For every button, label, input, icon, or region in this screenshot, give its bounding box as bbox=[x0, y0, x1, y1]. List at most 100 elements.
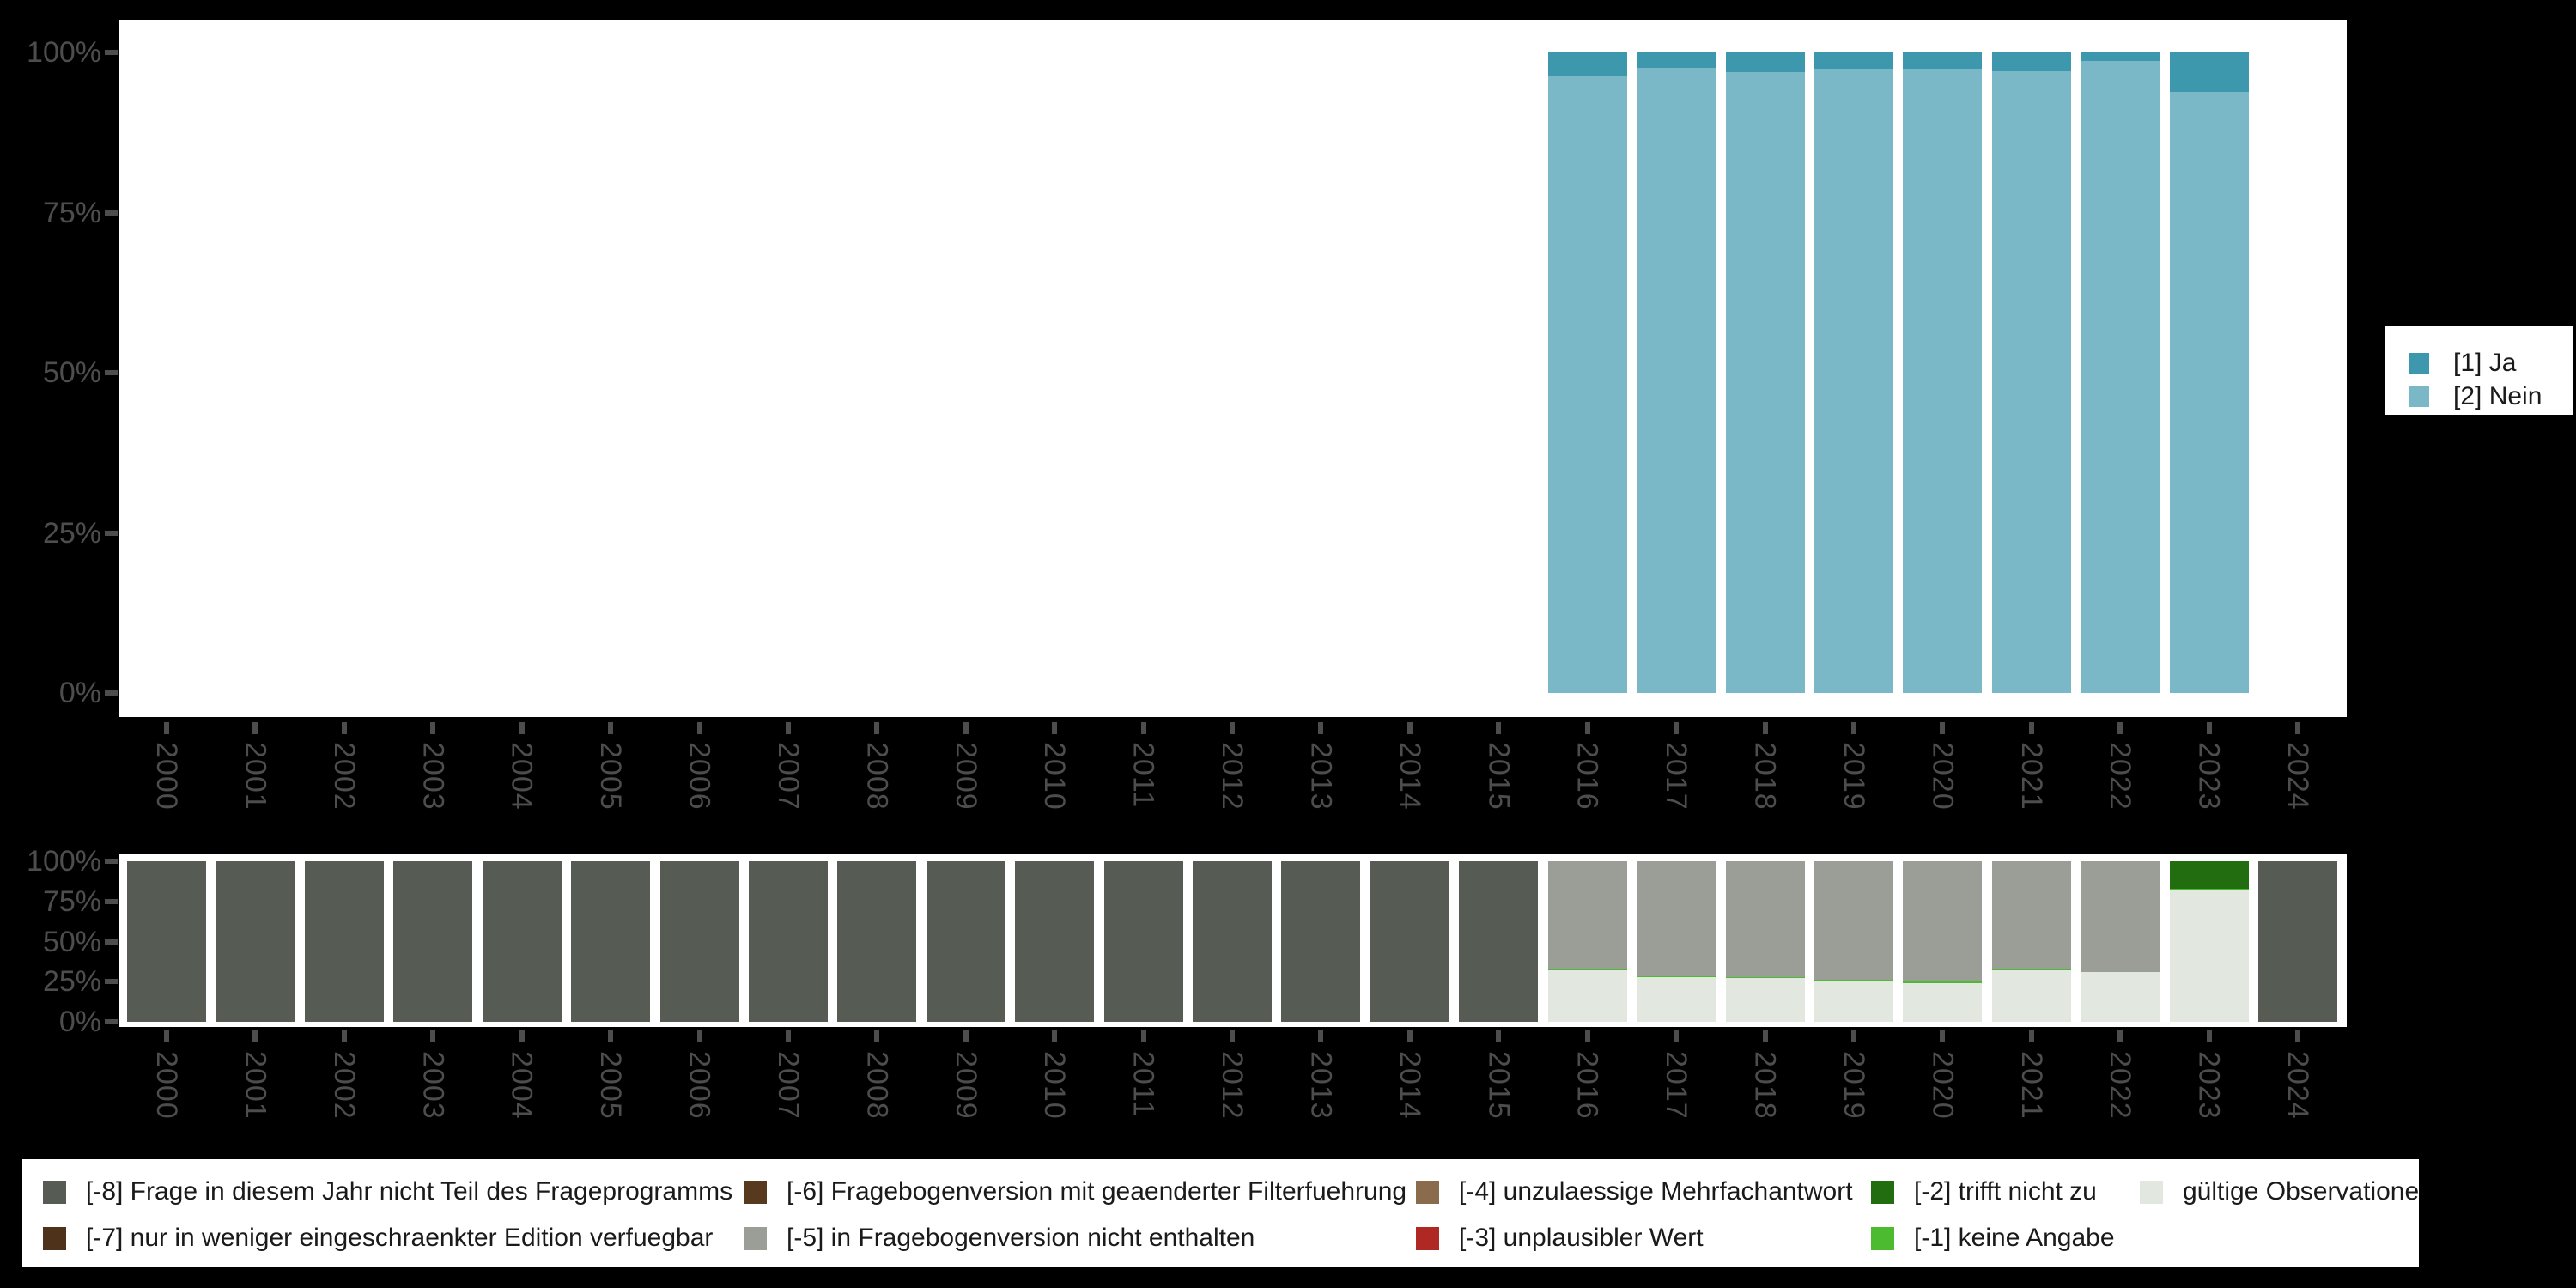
bar-segment bbox=[1015, 861, 1095, 1022]
x-axis-tick-mark bbox=[1584, 722, 1590, 734]
stacked-bar-2024 bbox=[2258, 861, 2338, 1022]
x-axis-tick-mark bbox=[1406, 1030, 1413, 1042]
x-axis-tick-label: 2022 bbox=[2104, 1051, 2137, 1120]
bar-segment bbox=[1547, 970, 1627, 1022]
x-axis-tick-mark bbox=[696, 1030, 702, 1042]
x-axis-tick-label: 2007 bbox=[771, 1051, 805, 1120]
x-axis-tick-label: 2017 bbox=[1660, 1051, 1693, 1120]
y-axis-tick-label: 75% bbox=[42, 884, 101, 918]
missing-legend-item: [-8] Frage in diesem Jahr nicht Teil des… bbox=[43, 1169, 744, 1215]
x-axis-tick-label: 2020 bbox=[1926, 1051, 1959, 1120]
x-axis-tick-mark bbox=[252, 1030, 258, 1042]
bar-segment bbox=[1637, 67, 1716, 693]
bar-segment bbox=[2169, 52, 2249, 92]
missing-legend-item: [-6] Fragebogenversion mit geaenderter F… bbox=[744, 1169, 1416, 1215]
bar-segment bbox=[1814, 52, 1893, 69]
missing-legend-item: gültige Observationen bbox=[2140, 1169, 2419, 1215]
stacked-bar-2013 bbox=[1281, 861, 1361, 1022]
y-axis-tick-mark bbox=[105, 690, 118, 696]
x-axis-tick-mark bbox=[430, 1030, 436, 1042]
x-axis-tick-mark bbox=[696, 722, 702, 734]
x-axis-tick-mark bbox=[2117, 1030, 2123, 1042]
x-axis-tick-label: 2003 bbox=[416, 1051, 450, 1120]
x-axis-tick-label: 2006 bbox=[683, 1051, 716, 1120]
missing-legend-item: [-5] in Fragebogenversion nicht enthalte… bbox=[744, 1215, 1416, 1261]
bar-segment bbox=[1991, 861, 2071, 969]
y-axis-tick-label: 25% bbox=[42, 516, 101, 550]
bar-segment bbox=[1725, 976, 1805, 979]
y-axis-tick-label: 25% bbox=[42, 965, 101, 999]
bar-segment bbox=[1637, 977, 1716, 1022]
x-axis-tick-mark bbox=[2206, 1030, 2212, 1042]
x-axis-tick-mark bbox=[2028, 722, 2034, 734]
x-axis-tick-mark bbox=[785, 1030, 791, 1042]
y-axis-tick-label: 50% bbox=[42, 356, 101, 389]
missing-legend-swatch bbox=[43, 1226, 66, 1250]
x-axis-tick-label: 2004 bbox=[505, 1051, 538, 1120]
missing-legend-swatch bbox=[2140, 1180, 2163, 1204]
x-axis-tick-mark bbox=[341, 722, 347, 734]
x-axis-tick-label: 2023 bbox=[2192, 1051, 2226, 1120]
stacked-bar-2000 bbox=[127, 861, 206, 1022]
bar-segment bbox=[1814, 980, 1893, 981]
x-axis-tick-label: 2019 bbox=[1837, 742, 1870, 811]
x-axis-tick-mark bbox=[785, 722, 791, 734]
bar-segment bbox=[1991, 970, 2071, 1022]
stacked-bar-2001 bbox=[216, 861, 295, 1022]
stacked-bar-2002 bbox=[304, 861, 384, 1022]
x-axis-tick-label: 2000 bbox=[150, 742, 183, 811]
bar-segment bbox=[1903, 861, 1983, 982]
y-axis-tick-label: 0% bbox=[58, 677, 101, 709]
x-axis-tick-label: 2020 bbox=[1926, 742, 1959, 811]
x-axis-tick-label: 2018 bbox=[1748, 742, 1782, 811]
x-axis-tick-mark bbox=[963, 1030, 969, 1042]
y-axis-tick-mark bbox=[105, 210, 118, 216]
bar-segment bbox=[1814, 68, 1893, 693]
x-axis-tick-label: 2011 bbox=[1127, 1051, 1160, 1118]
bar-segment bbox=[304, 861, 384, 1022]
x-axis-tick-mark bbox=[608, 722, 614, 734]
y-axis-tick-label: 100% bbox=[27, 36, 101, 69]
bar-segment bbox=[2081, 861, 2160, 973]
stacked-bar-2020 bbox=[1903, 861, 1983, 1022]
x-axis-tick-label: 2008 bbox=[860, 1051, 894, 1120]
legend-label-nein: [2] Nein bbox=[2453, 382, 2543, 410]
x-axis-tick-label: 2024 bbox=[2281, 1051, 2315, 1120]
x-axis-tick-label: 2016 bbox=[1571, 742, 1604, 811]
missing-legend-label: gültige Observationen bbox=[2183, 1177, 2419, 1206]
x-axis-tick-label: 2012 bbox=[1216, 742, 1249, 811]
missing-legend-label: [-1] keine Angabe bbox=[1914, 1224, 2115, 1252]
bar-segment bbox=[1637, 52, 1716, 68]
missing-legend-swatch bbox=[1871, 1226, 1894, 1250]
x-axis-tick-mark bbox=[1052, 722, 1058, 734]
x-axis-tick-mark bbox=[1052, 1030, 1058, 1042]
stacked-bar-2004 bbox=[482, 861, 562, 1022]
bar-segment bbox=[2081, 60, 2160, 693]
y-axis-tick-mark bbox=[105, 898, 118, 904]
bar-segment bbox=[1637, 861, 1716, 976]
stacked-bar-2017 bbox=[1637, 52, 1716, 693]
bar-segment bbox=[1903, 69, 1983, 693]
missing-legend-swatch bbox=[43, 1180, 66, 1204]
x-axis-tick-label: 2005 bbox=[594, 1051, 628, 1120]
bar-segment bbox=[1991, 969, 2071, 971]
x-axis-tick-mark bbox=[1496, 1030, 1502, 1042]
bar-segment bbox=[2169, 888, 2249, 890]
bar-segment bbox=[926, 861, 1005, 1022]
x-axis-tick-label: 2014 bbox=[1393, 1051, 1426, 1120]
missing-legend-label: [-4] unzulaessige Mehrfachantwort bbox=[1459, 1177, 1853, 1206]
bar-segment bbox=[482, 861, 562, 1022]
stacked-bar-2008 bbox=[837, 861, 917, 1022]
y-axis-tick-label: 100% bbox=[27, 845, 101, 878]
stacked-bar-2023 bbox=[2169, 861, 2249, 1022]
x-axis-tick-label: 2015 bbox=[1482, 742, 1516, 811]
x-axis-tick-mark bbox=[1318, 1030, 1324, 1042]
x-axis-tick-mark bbox=[430, 722, 436, 734]
bar-segment bbox=[1459, 861, 1539, 1022]
missing-legend-swatch bbox=[744, 1226, 767, 1250]
bar-segment bbox=[1725, 52, 1805, 73]
x-axis-tick-label: 2013 bbox=[1304, 742, 1338, 811]
bar-segment bbox=[837, 861, 917, 1022]
missing-legend-swatch bbox=[1416, 1180, 1439, 1204]
